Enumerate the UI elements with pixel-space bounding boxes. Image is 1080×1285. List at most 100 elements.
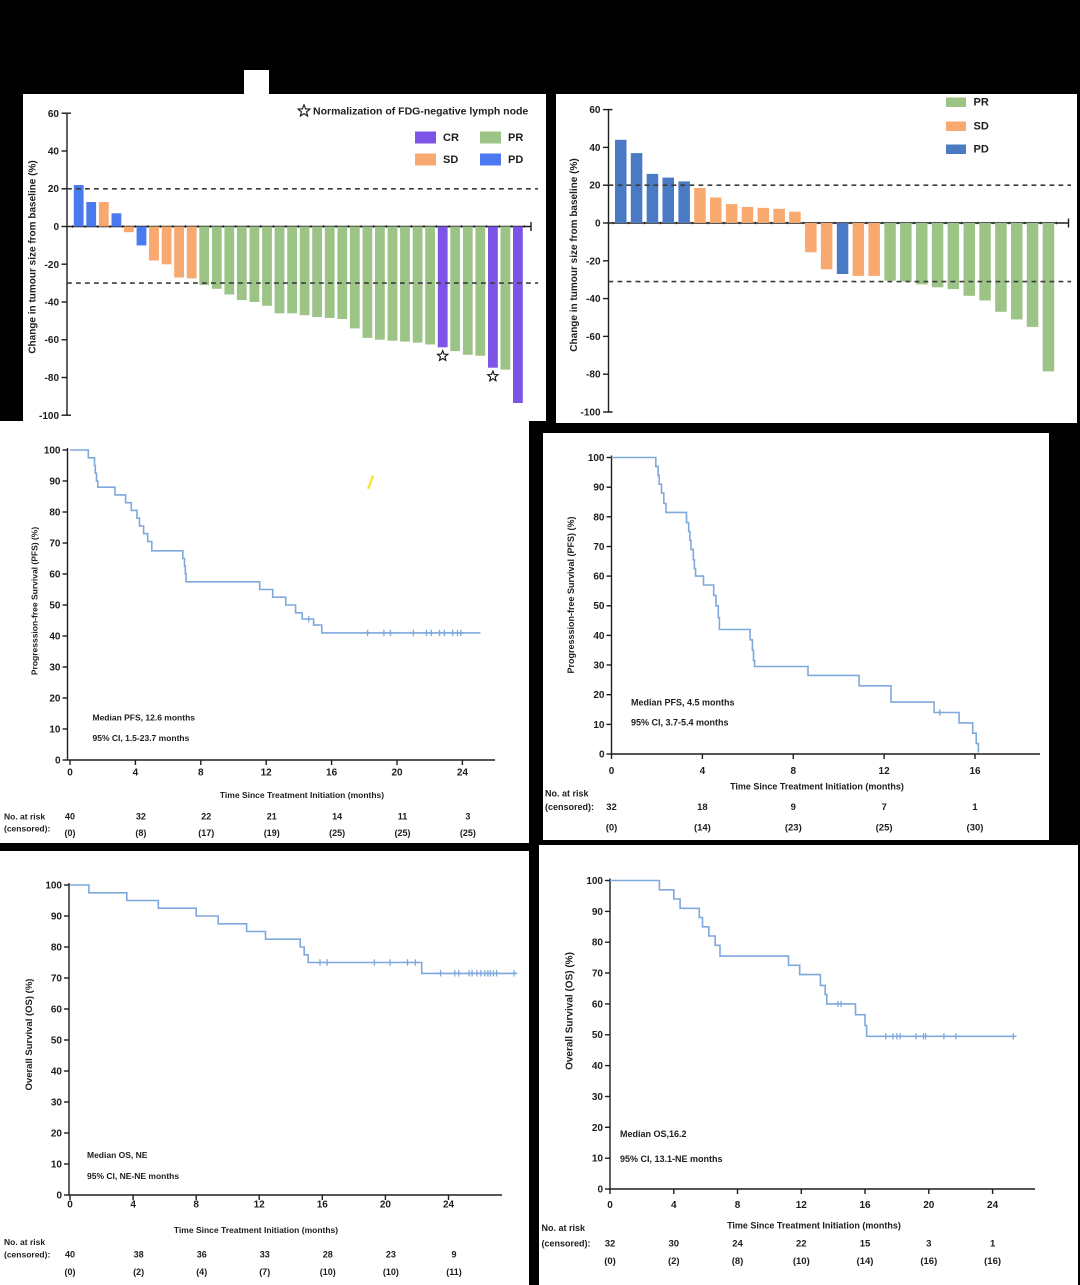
svg-text:CR: CR (443, 132, 459, 144)
svg-text:70: 70 (49, 539, 61, 550)
svg-text:1: 1 (990, 1239, 996, 1250)
svg-text:40: 40 (49, 632, 61, 643)
svg-text:16: 16 (969, 766, 981, 777)
svg-text:10: 10 (592, 1154, 604, 1165)
svg-text:(17): (17) (198, 828, 214, 838)
svg-text:21: 21 (267, 811, 277, 821)
svg-text:0: 0 (56, 1191, 62, 1202)
svg-text:(16): (16) (984, 1256, 1001, 1267)
svg-text:40: 40 (593, 631, 605, 642)
svg-text:0: 0 (53, 222, 59, 233)
svg-text:20: 20 (51, 1129, 63, 1140)
svg-text:60: 60 (589, 105, 601, 116)
svg-text:95% CI, 13.1-NE months: 95% CI, 13.1-NE months (620, 1154, 723, 1164)
svg-text:32: 32 (606, 802, 617, 813)
svg-text:SD: SD (443, 154, 458, 166)
svg-text:80: 80 (593, 512, 605, 523)
svg-text:(25): (25) (460, 828, 476, 838)
svg-text:(2): (2) (668, 1256, 680, 1267)
svg-text:-20: -20 (45, 260, 60, 271)
svg-text:-60: -60 (586, 332, 601, 343)
svg-text:-100: -100 (580, 408, 600, 419)
svg-text:(10): (10) (383, 1267, 399, 1277)
svg-text:70: 70 (51, 974, 63, 985)
svg-text:12: 12 (254, 1200, 266, 1211)
svg-text:20: 20 (593, 690, 605, 701)
svg-text:30: 30 (51, 1098, 63, 1109)
svg-text:20: 20 (391, 768, 403, 779)
svg-text:4: 4 (133, 768, 139, 779)
svg-text:12: 12 (261, 768, 273, 779)
svg-text:20: 20 (589, 181, 601, 192)
svg-text:22: 22 (796, 1239, 807, 1250)
svg-text:No. at risk: No. at risk (545, 789, 590, 799)
svg-text:90: 90 (49, 477, 61, 488)
svg-text:40: 40 (592, 1061, 604, 1072)
svg-text:SD: SD (974, 121, 989, 133)
svg-text:10: 10 (51, 1160, 63, 1171)
svg-text:38: 38 (134, 1250, 144, 1260)
svg-text:95% CI, 1.5-23.7 months: 95% CI, 1.5-23.7 months (93, 733, 190, 743)
svg-text:80: 80 (592, 938, 604, 949)
svg-text:8: 8 (791, 766, 797, 777)
svg-text:80: 80 (49, 508, 61, 519)
svg-text:3: 3 (926, 1239, 931, 1250)
svg-text:40: 40 (65, 1250, 75, 1260)
svg-text:Change in tumour size from bas: Change in tumour size from baseline (%) (569, 158, 580, 351)
svg-text:10: 10 (49, 725, 61, 736)
svg-text:(10): (10) (793, 1256, 810, 1267)
svg-text:0: 0 (597, 1185, 603, 1196)
svg-text:32: 32 (605, 1239, 616, 1250)
svg-text:Median OS, NE: Median OS, NE (87, 1150, 148, 1160)
svg-text:-40: -40 (586, 294, 601, 305)
svg-text:(25): (25) (394, 828, 410, 838)
svg-text:0: 0 (55, 756, 61, 767)
svg-text:(censored):: (censored): (4, 1250, 50, 1260)
svg-text:7: 7 (881, 802, 886, 813)
svg-text:20: 20 (592, 1123, 604, 1134)
svg-text:8: 8 (198, 768, 204, 779)
svg-text:12: 12 (879, 766, 891, 777)
svg-text:(censored):: (censored): (4, 823, 50, 833)
svg-text:PR: PR (508, 132, 523, 144)
svg-text:8: 8 (735, 1200, 741, 1211)
svg-text:60: 60 (49, 570, 61, 581)
svg-text:Normalization of FDG-negative: Normalization of FDG-negative lymph node (313, 106, 528, 118)
svg-text:50: 50 (49, 601, 61, 612)
svg-text:30: 30 (593, 661, 605, 672)
svg-text:50: 50 (51, 1036, 63, 1047)
svg-text:50: 50 (592, 1030, 604, 1041)
svg-text:60: 60 (593, 572, 605, 583)
svg-text:15: 15 (860, 1239, 871, 1250)
svg-text:(25): (25) (876, 823, 893, 834)
svg-text:Median PFS, 4.5 months: Median PFS, 4.5 months (631, 698, 735, 708)
svg-text:60: 60 (48, 109, 60, 120)
svg-text:(8): (8) (135, 828, 146, 838)
svg-text:23: 23 (386, 1250, 396, 1260)
svg-text:14: 14 (332, 811, 342, 821)
svg-text:33: 33 (260, 1250, 270, 1260)
svg-text:(censored):: (censored): (545, 802, 594, 812)
svg-text:(30): (30) (967, 823, 984, 834)
svg-text:30: 30 (592, 1092, 604, 1103)
svg-text:(11): (11) (446, 1267, 462, 1277)
svg-text:16: 16 (317, 1200, 329, 1211)
svg-text:16: 16 (859, 1200, 871, 1211)
svg-text:0: 0 (595, 219, 601, 230)
svg-text:(14): (14) (694, 823, 711, 834)
svg-text:22: 22 (201, 811, 211, 821)
svg-text:No. at risk: No. at risk (4, 811, 45, 821)
svg-text:(4): (4) (196, 1267, 207, 1277)
svg-text:-20: -20 (586, 256, 601, 267)
svg-text:(7): (7) (259, 1267, 270, 1277)
svg-text:(19): (19) (264, 828, 280, 838)
svg-text:10: 10 (593, 720, 605, 731)
svg-text:8: 8 (193, 1200, 199, 1211)
svg-text:Overall Survival (OS) (%): Overall Survival (OS) (%) (565, 952, 576, 1070)
svg-text:32: 32 (136, 811, 146, 821)
svg-text:20: 20 (48, 184, 60, 195)
svg-text:(10): (10) (320, 1267, 336, 1277)
svg-text:-80: -80 (45, 373, 60, 384)
svg-text:9: 9 (451, 1250, 456, 1260)
svg-text:(14): (14) (857, 1256, 874, 1267)
